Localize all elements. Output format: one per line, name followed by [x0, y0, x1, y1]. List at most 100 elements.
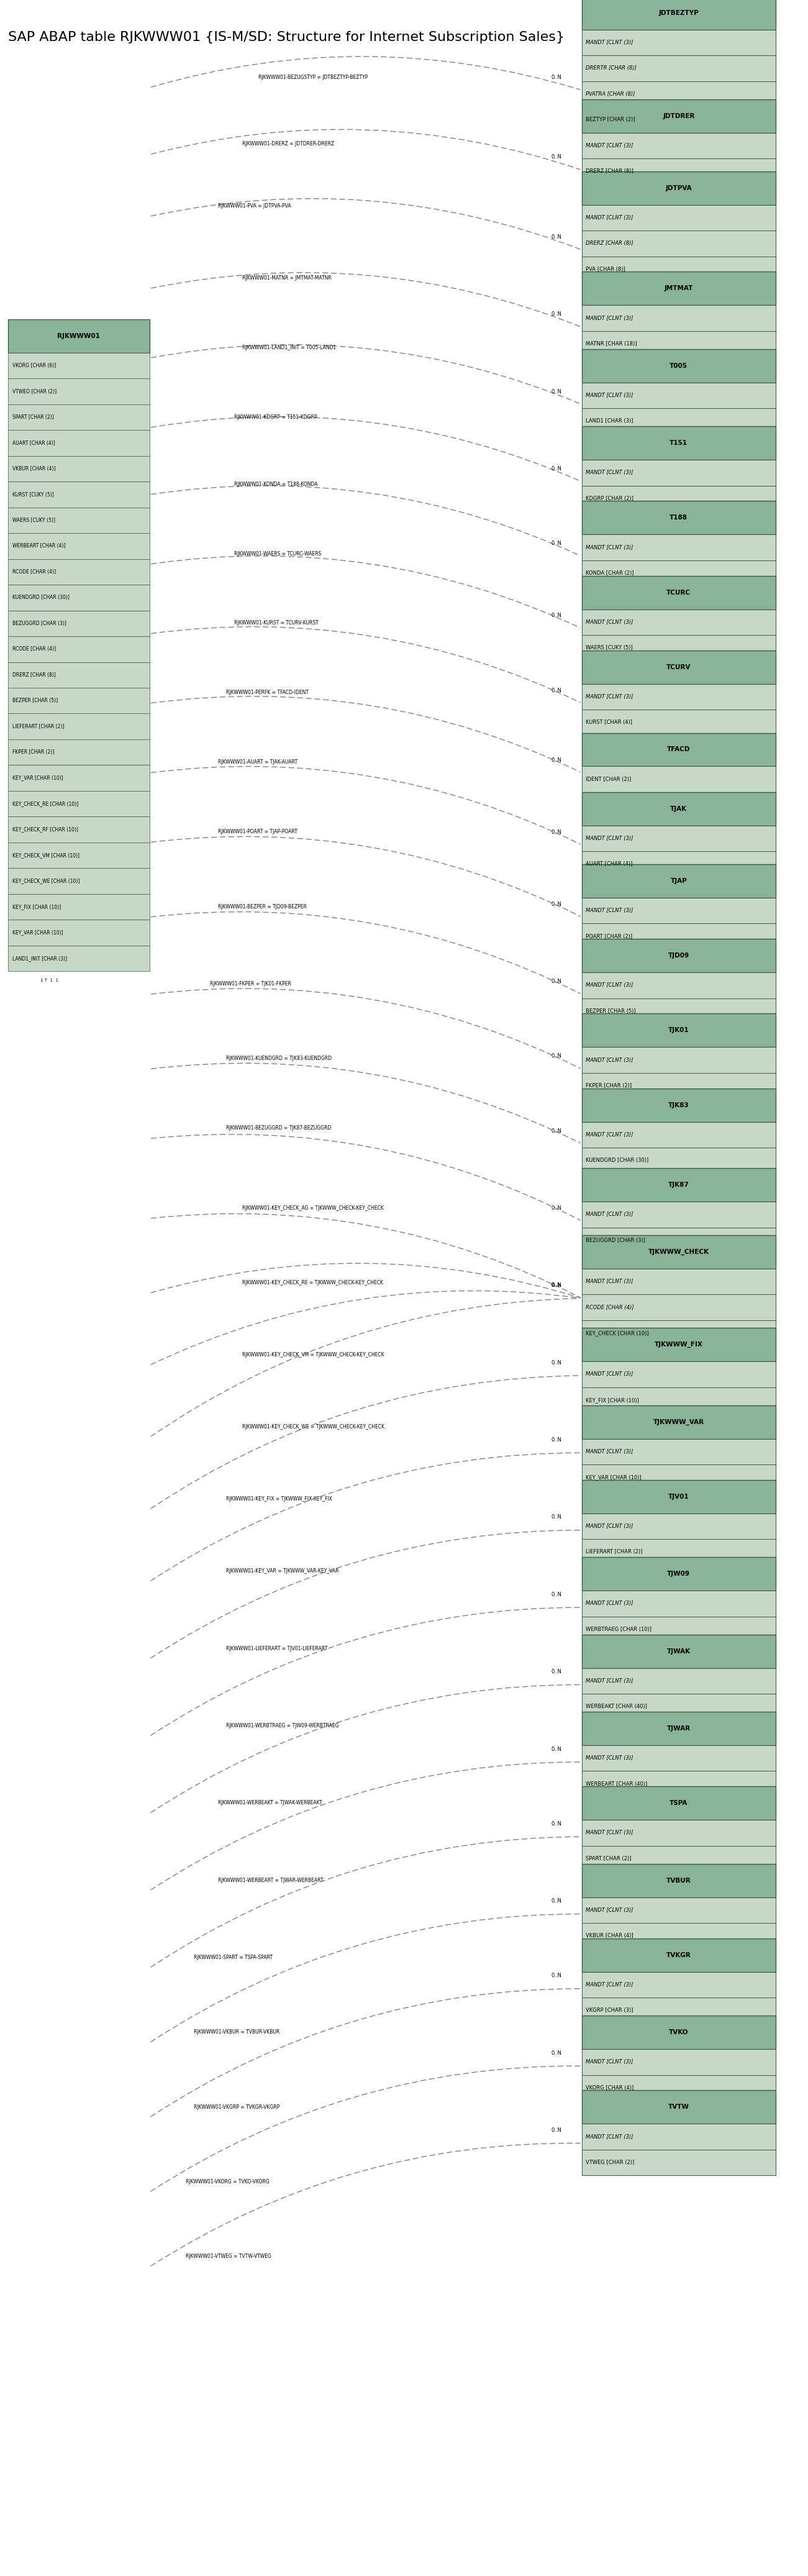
Text: KEY_VAR [CHAR (10)]: KEY_VAR [CHAR (10)]: [12, 775, 63, 781]
Text: RJKWWW01: RJKWWW01: [57, 332, 100, 340]
Text: TCURC: TCURC: [667, 590, 691, 595]
FancyBboxPatch shape: [582, 999, 776, 1025]
Text: PVATRA [CHAR (8)]: PVATRA [CHAR (8)]: [586, 90, 635, 98]
FancyBboxPatch shape: [582, 1844, 776, 1870]
Text: 0..N: 0..N: [551, 1283, 562, 1288]
FancyBboxPatch shape: [8, 714, 149, 739]
Text: 0..N: 0..N: [551, 312, 562, 317]
FancyBboxPatch shape: [582, 1710, 776, 1747]
FancyBboxPatch shape: [582, 1589, 776, 1618]
Text: KURST [CHAR (4)]: KURST [CHAR (4)]: [586, 719, 633, 726]
FancyBboxPatch shape: [8, 430, 149, 456]
Text: RCODE [CHAR (4)]: RCODE [CHAR (4)]: [12, 647, 56, 652]
FancyBboxPatch shape: [582, 80, 776, 106]
Text: RJKWWW01-VTWEG = TVTW-VTWEG: RJKWWW01-VTWEG = TVTW-VTWEG: [186, 2254, 271, 2259]
Text: PVA [CHAR (8)]: PVA [CHAR (8)]: [586, 265, 625, 273]
FancyBboxPatch shape: [582, 1999, 776, 2025]
FancyBboxPatch shape: [582, 1236, 776, 1270]
Text: 0..N: 0..N: [551, 1973, 562, 1978]
Text: MANDT [CLNT (3)]: MANDT [CLNT (3)]: [586, 1211, 633, 1218]
Text: MANDT [CLNT (3)]: MANDT [CLNT (3)]: [586, 2058, 633, 2066]
FancyBboxPatch shape: [582, 652, 776, 685]
Text: 0..N: 0..N: [551, 1128, 562, 1133]
Text: TJKWWW_CHECK: TJKWWW_CHECK: [648, 1249, 709, 1255]
Text: RJKWWW01-MATNR = JMTMAT-MATNR: RJKWWW01-MATNR = JMTMAT-MATNR: [242, 276, 331, 281]
Text: MANDT [CLNT (3)]: MANDT [CLNT (3)]: [586, 981, 633, 989]
Text: KEY_CHECK_WE [CHAR (10)]: KEY_CHECK_WE [CHAR (10)]: [12, 878, 79, 884]
FancyBboxPatch shape: [582, 562, 776, 587]
Text: MANDT [CLNT (3)]: MANDT [CLNT (3)]: [586, 1278, 633, 1285]
FancyBboxPatch shape: [582, 850, 776, 876]
Text: RJKWWW01-VKORG = TVKO-VKORG: RJKWWW01-VKORG = TVKO-VKORG: [186, 2179, 270, 2184]
FancyBboxPatch shape: [582, 866, 776, 899]
Text: 0..N: 0..N: [551, 1283, 562, 1288]
Text: KEY_FIX [CHAR (10)]: KEY_FIX [CHAR (10)]: [586, 1396, 639, 1404]
Text: RJKWWW01-BEZPER = TJD09-BEZPER: RJKWWW01-BEZPER = TJD09-BEZPER: [218, 904, 307, 909]
Text: 0..N: 0..N: [551, 1206, 562, 1211]
Text: MANDT [CLNT (3)]: MANDT [CLNT (3)]: [586, 1131, 633, 1139]
Text: RJKWWW01-LIEFERART = TJV01-LIEFERART: RJKWWW01-LIEFERART = TJV01-LIEFERART: [226, 1646, 328, 1651]
Text: 0..N: 0..N: [551, 1283, 562, 1288]
Text: 0..N: 0..N: [551, 613, 562, 618]
Text: VKORG [CHAR (4)]: VKORG [CHAR (4)]: [586, 2084, 633, 2092]
Text: TJK01: TJK01: [668, 1028, 689, 1033]
Text: KDGRP [CHAR (2)]: KDGRP [CHAR (2)]: [586, 495, 633, 502]
Text: RJKWWW01-FKPER = TJK01-FKPER: RJKWWW01-FKPER = TJK01-FKPER: [210, 981, 292, 987]
FancyBboxPatch shape: [582, 1896, 776, 1922]
Text: MANDT [CLNT (3)]: MANDT [CLNT (3)]: [586, 392, 633, 399]
FancyBboxPatch shape: [8, 920, 149, 945]
FancyBboxPatch shape: [582, 1922, 776, 1947]
FancyBboxPatch shape: [582, 1695, 776, 1721]
Text: JMTMAT: JMTMAT: [664, 286, 693, 291]
Text: MANDT [CLNT (3)]: MANDT [CLNT (3)]: [586, 1754, 633, 1762]
FancyBboxPatch shape: [582, 1360, 776, 1386]
FancyBboxPatch shape: [582, 1633, 776, 1669]
FancyBboxPatch shape: [582, 332, 776, 358]
FancyBboxPatch shape: [582, 28, 776, 54]
Text: 0..N: 0..N: [551, 1747, 562, 1752]
FancyBboxPatch shape: [582, 307, 776, 332]
Text: KEY_VAR [CHAR (10)]: KEY_VAR [CHAR (10)]: [586, 1473, 642, 1481]
FancyBboxPatch shape: [582, 608, 776, 634]
Text: RJKWWW01-KEY_CHECK_AG = TJKWWW_CHECK-KEY_CHECK: RJKWWW01-KEY_CHECK_AG = TJKWWW_CHECK-KEY…: [242, 1206, 384, 1211]
Text: BEZPER [CHAR (5)]: BEZPER [CHAR (5)]: [586, 1007, 636, 1015]
Text: 0..N: 0..N: [551, 688, 562, 693]
FancyBboxPatch shape: [8, 817, 149, 842]
FancyBboxPatch shape: [582, 2050, 776, 2076]
Text: POART [CHAR (2)]: POART [CHAR (2)]: [586, 933, 633, 940]
Text: DRERZ [CHAR (8)]: DRERZ [CHAR (8)]: [586, 240, 633, 247]
FancyBboxPatch shape: [582, 487, 776, 513]
FancyBboxPatch shape: [582, 1123, 776, 1149]
Text: 0..N: 0..N: [551, 1592, 562, 1597]
Text: MANDT [CLNT (3)]: MANDT [CLNT (3)]: [586, 1906, 633, 1914]
Text: MANDT [CLNT (3)]: MANDT [CLNT (3)]: [586, 142, 633, 149]
Text: TJK83: TJK83: [668, 1103, 689, 1108]
Text: RJKWWW01-BEZUGSTYP = JDTBEZTYP-BEZTYP: RJKWWW01-BEZUGSTYP = JDTBEZTYP-BEZTYP: [259, 75, 368, 80]
Text: MANDT [CLNT (3)]: MANDT [CLNT (3)]: [586, 469, 633, 477]
Text: 0..N: 0..N: [551, 1899, 562, 1904]
Text: RJKWWW01-AUART = TJAK-AUART: RJKWWW01-AUART = TJAK-AUART: [218, 760, 297, 765]
FancyBboxPatch shape: [582, 536, 776, 562]
Text: RJKWWW01-KONDA = T188-KONDA: RJKWWW01-KONDA = T188-KONDA: [234, 482, 318, 487]
Text: 0..N: 0..N: [551, 1054, 562, 1059]
FancyBboxPatch shape: [582, 974, 776, 999]
Text: AUART [CHAR (4)]: AUART [CHAR (4)]: [12, 440, 55, 446]
Text: RJKWWW01-DRERZ = JDTDRER-DRERZ: RJKWWW01-DRERZ = JDTDRER-DRERZ: [242, 142, 335, 147]
FancyBboxPatch shape: [8, 611, 149, 636]
FancyBboxPatch shape: [582, 577, 776, 608]
Text: SAP ABAP table RJKWWW01 {IS-M/SD: Structure for Internet Subscription Sales}: SAP ABAP table RJKWWW01 {IS-M/SD: Struct…: [8, 31, 565, 44]
FancyBboxPatch shape: [8, 842, 149, 868]
Text: 1 T  1  1: 1 T 1 1: [40, 979, 58, 981]
FancyBboxPatch shape: [582, 273, 776, 307]
Text: 0..N: 0..N: [551, 1669, 562, 1674]
FancyBboxPatch shape: [582, 1669, 776, 1695]
FancyBboxPatch shape: [582, 1747, 776, 1772]
Text: T188: T188: [670, 515, 688, 520]
FancyBboxPatch shape: [582, 1321, 776, 1347]
FancyBboxPatch shape: [8, 585, 149, 611]
Text: KEY_FIX [CHAR (10)]: KEY_FIX [CHAR (10)]: [12, 904, 61, 909]
Text: MANDT [CLNT (3)]: MANDT [CLNT (3)]: [586, 2133, 633, 2141]
FancyBboxPatch shape: [582, 170, 776, 204]
FancyBboxPatch shape: [582, 1479, 776, 1515]
FancyBboxPatch shape: [582, 2123, 776, 2148]
